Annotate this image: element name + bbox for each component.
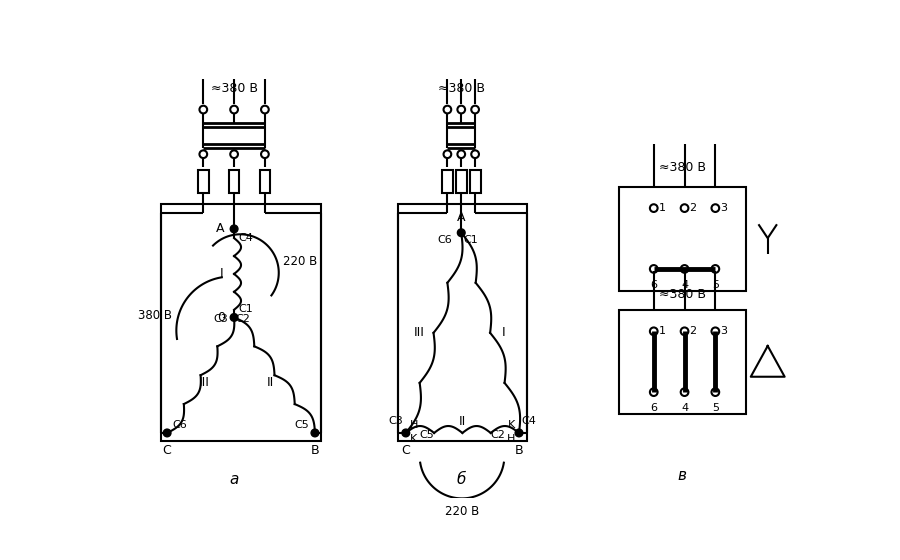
Text: 2: 2 (689, 326, 697, 337)
Text: III: III (414, 326, 425, 339)
Bar (470, 170, 481, 193)
Bar (259, 170, 270, 193)
Text: 0: 0 (217, 311, 225, 324)
Bar (619, 186, 746, 291)
Text: C: C (401, 444, 410, 457)
Text: C4: C4 (238, 233, 253, 242)
Text: 1: 1 (659, 203, 665, 213)
Text: 2: 2 (689, 203, 697, 213)
Text: C6: C6 (437, 235, 452, 245)
Circle shape (515, 429, 523, 437)
Text: 6: 6 (650, 403, 657, 413)
Bar (198, 170, 209, 193)
Text: б: б (456, 472, 466, 487)
Circle shape (230, 314, 238, 321)
Text: B: B (310, 444, 320, 457)
Text: а: а (230, 472, 238, 487)
Text: C3: C3 (389, 417, 403, 426)
Text: K: K (508, 420, 515, 430)
Text: 380 В: 380 В (139, 309, 173, 321)
Text: 4: 4 (681, 403, 688, 413)
Text: 220 В: 220 В (445, 505, 479, 517)
Bar (456, 170, 466, 193)
Text: ≈380 В: ≈380 В (659, 288, 706, 301)
Text: C3: C3 (213, 314, 228, 324)
Text: ≈380 В: ≈380 В (437, 82, 485, 95)
Bar (161, 204, 321, 441)
Circle shape (402, 429, 410, 437)
Text: II: II (266, 376, 274, 389)
Text: C2: C2 (236, 314, 250, 324)
Text: 4: 4 (681, 280, 688, 290)
Text: C2: C2 (491, 430, 505, 440)
Text: ≈380 В: ≈380 В (659, 161, 706, 174)
Bar (229, 170, 239, 193)
Bar (398, 204, 526, 441)
Text: 5: 5 (712, 403, 719, 413)
Text: 1: 1 (659, 326, 665, 337)
Text: II: II (458, 415, 465, 428)
Text: H: H (507, 434, 515, 444)
Text: 3: 3 (720, 203, 727, 213)
Bar (442, 170, 453, 193)
Text: C1: C1 (238, 304, 253, 314)
Text: C5: C5 (295, 420, 310, 430)
Text: 5: 5 (712, 280, 719, 290)
Text: C4: C4 (521, 417, 536, 426)
Circle shape (163, 429, 171, 437)
Text: C: C (163, 444, 172, 457)
Text: I: I (502, 326, 506, 339)
Bar (619, 310, 746, 414)
Text: H: H (410, 420, 418, 430)
Text: 3: 3 (720, 326, 727, 337)
Text: 220 В: 220 В (283, 255, 317, 268)
Text: A: A (216, 222, 225, 235)
Text: C5: C5 (419, 430, 435, 440)
Text: A: A (457, 211, 465, 223)
Text: K: K (410, 434, 417, 444)
Circle shape (457, 229, 465, 237)
Text: I: I (220, 267, 223, 280)
Text: B: B (515, 444, 523, 457)
Text: ≈380 В: ≈380 В (211, 82, 257, 95)
Circle shape (311, 429, 319, 437)
Text: C1: C1 (464, 235, 478, 245)
Text: в: в (678, 468, 687, 483)
Circle shape (230, 225, 238, 233)
Text: 6: 6 (650, 280, 657, 290)
Text: III: III (199, 376, 210, 389)
Text: C6: C6 (173, 420, 187, 430)
